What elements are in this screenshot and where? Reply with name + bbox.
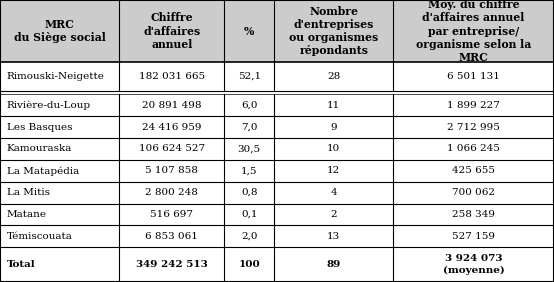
Text: 52,1: 52,1 <box>238 72 261 81</box>
Text: 4: 4 <box>331 188 337 197</box>
Text: Kamouraska: Kamouraska <box>7 144 72 153</box>
Text: 6,0: 6,0 <box>241 101 258 110</box>
Text: 258 349: 258 349 <box>452 210 495 219</box>
Text: %: % <box>244 25 254 37</box>
Text: 516 697: 516 697 <box>150 210 193 219</box>
Text: 7,0: 7,0 <box>241 123 258 132</box>
Bar <box>0 0 554 62</box>
Text: 100: 100 <box>238 260 260 269</box>
Text: 2,0: 2,0 <box>241 232 258 241</box>
Text: 13: 13 <box>327 232 340 241</box>
Text: 0,1: 0,1 <box>241 210 258 219</box>
Text: 2 712 995: 2 712 995 <box>447 123 500 132</box>
Text: 527 159: 527 159 <box>452 232 495 241</box>
Text: Nombre
d'entreprises
ou organismes
répondants: Nombre d'entreprises ou organismes répon… <box>289 6 378 56</box>
Text: Les Basques: Les Basques <box>7 123 72 132</box>
Text: 425 655: 425 655 <box>452 166 495 175</box>
Text: Matane: Matane <box>7 210 47 219</box>
Text: 182 031 665: 182 031 665 <box>138 72 205 81</box>
Text: Témiscouata: Témiscouata <box>7 232 73 241</box>
Text: 1 899 227: 1 899 227 <box>447 101 500 110</box>
Text: 1,5: 1,5 <box>241 166 258 175</box>
Text: 24 416 959: 24 416 959 <box>142 123 202 132</box>
Text: 2 800 248: 2 800 248 <box>145 188 198 197</box>
Text: 6 853 061: 6 853 061 <box>145 232 198 241</box>
Text: 10: 10 <box>327 144 340 153</box>
Text: 106 624 527: 106 624 527 <box>138 144 205 153</box>
Text: 5 107 858: 5 107 858 <box>145 166 198 175</box>
Text: 11: 11 <box>327 101 340 110</box>
Text: 349 242 513: 349 242 513 <box>136 260 208 269</box>
Text: 3 924 073
(moyenne): 3 924 073 (moyenne) <box>443 254 505 275</box>
Text: Total: Total <box>7 260 35 269</box>
Text: 700 062: 700 062 <box>452 188 495 197</box>
Text: MRC
du Siège social: MRC du Siège social <box>14 19 105 43</box>
Text: Rivière-du-Loup: Rivière-du-Loup <box>7 101 91 110</box>
Text: 2: 2 <box>331 210 337 219</box>
Text: La Matapédia: La Matapédia <box>7 166 79 176</box>
Text: 6 501 131: 6 501 131 <box>447 72 500 81</box>
Text: 28: 28 <box>327 72 340 81</box>
Text: 9: 9 <box>331 123 337 132</box>
Text: 30,5: 30,5 <box>238 144 261 153</box>
Text: 20 891 498: 20 891 498 <box>142 101 202 110</box>
Text: La Mitis: La Mitis <box>7 188 50 197</box>
Text: 1 066 245: 1 066 245 <box>447 144 500 153</box>
Text: 0,8: 0,8 <box>241 188 258 197</box>
Text: 12: 12 <box>327 166 340 175</box>
Text: Rimouski-Neigette: Rimouski-Neigette <box>7 72 105 81</box>
Text: 89: 89 <box>327 260 341 269</box>
Text: Moy. du chiffre
d'affaires annuel
par entreprise/
organisme selon la
MRC: Moy. du chiffre d'affaires annuel par en… <box>416 0 531 63</box>
Text: Chiffre
d'affaires
annuel: Chiffre d'affaires annuel <box>143 12 201 50</box>
